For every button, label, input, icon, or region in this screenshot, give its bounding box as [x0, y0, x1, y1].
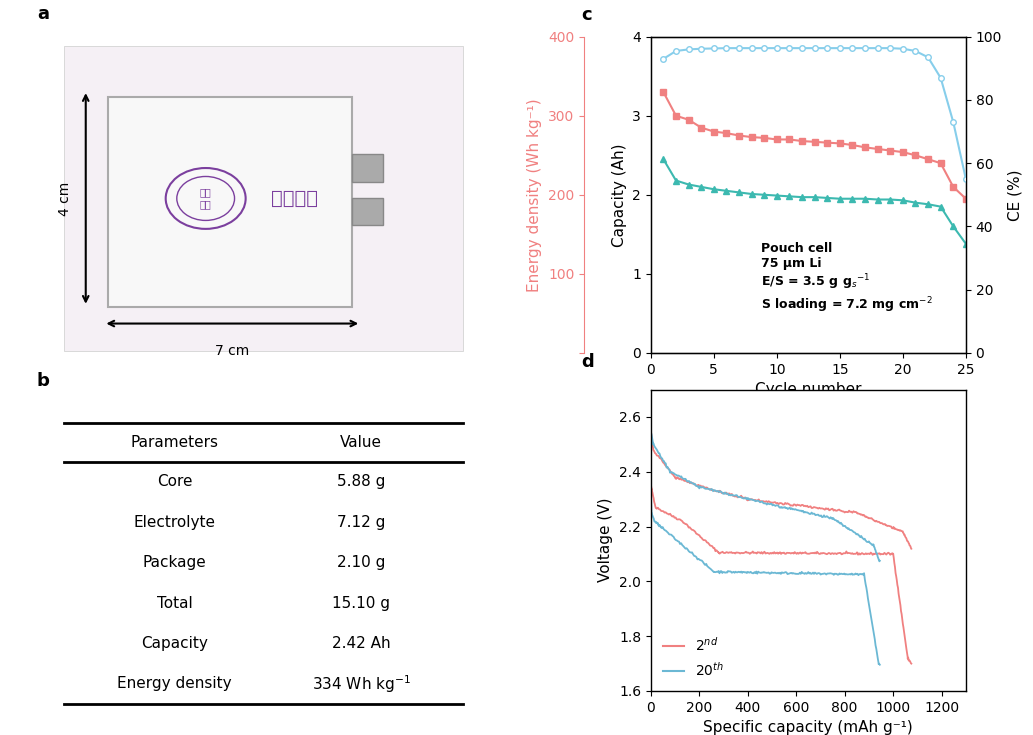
Text: 7 cm: 7 cm — [215, 344, 249, 358]
Y-axis label: Voltage (V): Voltage (V) — [598, 498, 614, 582]
X-axis label: Specific capacity (mAh g⁻¹): Specific capacity (mAh g⁻¹) — [703, 720, 913, 735]
Text: Energy density: Energy density — [118, 676, 231, 692]
Text: Package: Package — [143, 555, 207, 570]
Text: 2.10 g: 2.10 g — [337, 555, 385, 570]
Text: Core: Core — [157, 474, 192, 490]
Text: Electrolyte: Electrolyte — [133, 514, 216, 530]
Text: 清华大学: 清华大学 — [271, 189, 318, 208]
Text: Parameters: Parameters — [130, 434, 219, 450]
Text: 15.10 g: 15.10 g — [333, 595, 390, 611]
Legend: 2$^{nd}$, 20$^{th}$: 2$^{nd}$, 20$^{th}$ — [658, 630, 730, 684]
Y-axis label: Capacity (Ah): Capacity (Ah) — [612, 143, 627, 246]
Text: d: d — [582, 354, 594, 371]
Bar — [352, 154, 383, 182]
Text: 4 cm: 4 cm — [59, 182, 72, 215]
Text: c: c — [582, 6, 592, 24]
Bar — [352, 198, 383, 226]
Text: Capacity: Capacity — [142, 636, 208, 651]
X-axis label: Cycle number: Cycle number — [755, 382, 862, 397]
Text: 7.12 g: 7.12 g — [337, 514, 385, 530]
Y-axis label: CE (%): CE (%) — [1007, 169, 1023, 220]
Text: Value: Value — [340, 434, 382, 450]
Y-axis label: Energy density (Wh kg⁻¹): Energy density (Wh kg⁻¹) — [528, 98, 542, 292]
Text: 清华
大学: 清华 大学 — [199, 187, 212, 209]
Text: Total: Total — [157, 595, 192, 611]
Text: Pouch cell
75 μm Li
E/S = 3.5 g g$_s$$^{-1}$
S loading = 7.2 mg cm$^{-2}$: Pouch cell 75 μm Li E/S = 3.5 g g$_s$$^{… — [761, 242, 933, 315]
Text: 334 Wh kg$^{-1}$: 334 Wh kg$^{-1}$ — [312, 673, 410, 695]
Text: 2.42 Ah: 2.42 Ah — [332, 636, 390, 651]
Bar — [107, 97, 352, 306]
Text: b: b — [37, 373, 50, 390]
Text: 5.88 g: 5.88 g — [337, 474, 385, 490]
Text: a: a — [37, 4, 49, 23]
